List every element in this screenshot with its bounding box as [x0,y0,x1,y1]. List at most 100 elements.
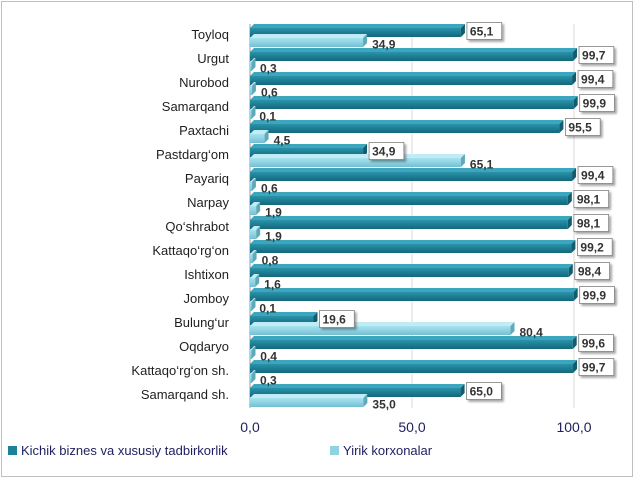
data-label: 95,5 [565,118,601,136]
bar-large-enterprise [250,350,252,359]
bar-top-face-small-business [250,216,572,220]
category-label: Pastdarg‘om [156,147,229,162]
bar-end-large-enterprise [256,202,261,215]
bar-end-small-business [363,144,368,157]
data-label-text: 34,9 [372,38,396,52]
bar-end-small-business [572,336,577,349]
category-label: Toyloq [191,27,229,42]
data-label: 0,6 [261,86,278,100]
bar-top-face-large-enterprise [250,298,256,302]
bar-end-small-business [573,96,578,109]
data-label-text: 99,7 [582,49,606,63]
legend-swatch [330,446,339,455]
bar-end-large-enterprise [264,130,269,143]
data-label: 65,0 [466,382,502,400]
bar-large-enterprise [250,158,461,167]
category-label: Payariq [185,171,229,186]
bar-top-face-large-enterprise [250,82,256,86]
bar-end-small-business [568,264,573,277]
bar-small-business [250,148,364,157]
bar-top-face-large-enterprise [250,370,256,374]
data-label-text: 35,0 [372,398,396,412]
data-label: 99,7 [578,358,615,376]
x-axis-ticks: 0,0 50,0 100,0 [240,419,591,435]
data-label: 1,9 [265,230,282,244]
data-label-box [573,214,610,232]
category-label: Bulung‘ur [174,315,230,330]
bar-top-face-small-business [250,240,576,244]
x-tick-label: 50,0 [398,419,425,435]
bar-top-face-small-business [250,384,465,388]
data-label-text: 0,3 [260,374,277,388]
data-label-box [368,142,405,160]
data-label-text: 99,4 [581,73,605,87]
bar-top-face-large-enterprise [250,394,368,398]
bar-end-small-business [460,384,465,397]
bar-top-face-small-business [250,144,368,148]
bar-top-face-small-business [250,120,564,124]
bar-top-face-small-business [250,288,578,292]
category-label: Kattaqo‘rg‘on [152,243,229,258]
bar-top-face-large-enterprise [250,202,261,206]
x-tick-label: 0,0 [240,419,260,435]
legend-item-small-business: Kichik biznes va xususiy tadbirkorlik [8,443,228,458]
bar-top-face-large-enterprise [250,346,256,350]
bar-large-enterprise [250,398,364,407]
data-label-text: 98,4 [578,265,602,279]
bar-top-face-large-enterprise [250,58,256,62]
data-label: 99,7 [578,46,615,64]
bar-small-business [250,340,573,349]
data-label-text: 80,4 [519,326,543,340]
bar-end-large-enterprise [251,58,256,71]
bar-large-enterprise [250,206,257,215]
bar-large-enterprise [250,326,511,335]
bar-small-business [250,124,560,133]
bar-end-large-enterprise [252,250,257,263]
bar-top-face-small-business [250,336,577,340]
data-label: 98,1 [573,190,610,208]
bar-top-face-small-business [250,192,572,196]
data-label: 80,4 [519,326,543,340]
bar-small-business [250,388,461,397]
bar-end-large-enterprise [251,178,256,191]
data-label-text: 98,1 [577,193,601,207]
bar-top-face-small-business [250,24,465,28]
data-label: 0,3 [260,374,277,388]
data-label-text: 98,1 [577,217,601,231]
bar-end-large-enterprise [251,370,256,383]
bar-small-business [250,364,574,373]
bar-end-small-business [571,240,576,253]
bar-small-business [250,268,569,277]
data-label: 0,1 [259,110,276,124]
data-label: 0,8 [262,254,279,268]
data-label: 99,2 [577,238,613,256]
bar-large-enterprise [250,302,252,311]
data-label-text: 99,4 [581,169,605,183]
bar-top-face-large-enterprise [250,106,256,110]
category-label: Paxtachi [179,123,229,138]
data-label: 99,6 [578,334,614,352]
bar-end-large-enterprise [363,34,368,47]
data-label-box [578,358,615,376]
bar-end-large-enterprise [256,226,261,239]
data-label-text: 0,6 [261,182,278,196]
bar-top-face-large-enterprise [250,274,260,278]
data-label-text: 99,2 [580,241,604,255]
data-label: 98,1 [573,214,610,232]
bar-large-enterprise [250,86,252,95]
data-label-box [319,310,355,328]
x-tick-label: 100,0 [556,419,591,435]
legend: Kichik biznes va xususiy tadbirkorlik Yir… [8,443,433,458]
bar-top-face-small-business [250,96,578,100]
bar-end-small-business [567,192,572,205]
data-label-text: 0,1 [259,110,276,124]
bar-top-face-large-enterprise [250,226,261,230]
data-label: 1,6 [264,278,281,292]
category-label: Kattaqo‘rg‘on sh. [131,363,229,378]
bar-end-large-enterprise [251,106,256,119]
data-label: 65,1 [466,22,503,40]
bar-end-small-business [313,312,318,325]
bar-small-business [250,220,568,229]
bar-large-enterprise [250,38,364,47]
